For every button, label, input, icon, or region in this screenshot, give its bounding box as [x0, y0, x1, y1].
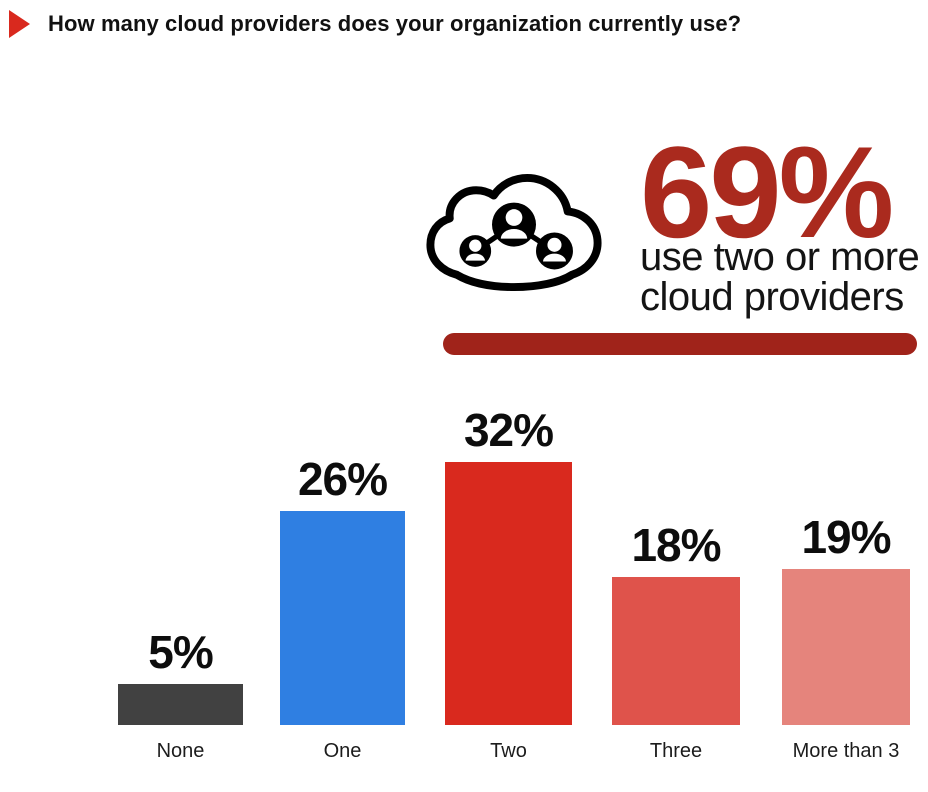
cloud-network-icon: [426, 173, 602, 292]
bar: [612, 577, 740, 725]
bar-category-label: Three: [649, 740, 703, 762]
bar: [280, 511, 405, 725]
stat-value: 69%: [640, 119, 894, 265]
bar-category-label: More than 3: [792, 740, 900, 762]
page-title: How many cloud providers does your organ…: [48, 11, 742, 36]
stat-caption: use two or more cloud providers: [640, 235, 920, 319]
bar-value-label: 5%: [148, 626, 213, 678]
stat-caption-line2: cloud providers: [640, 275, 904, 319]
bar-value-label: 32%: [463, 404, 554, 456]
stat-underline-bar: [443, 333, 917, 355]
bar: [118, 684, 243, 725]
bar-value-label: 26%: [297, 453, 388, 505]
stat-caption-line1: use two or more: [640, 235, 920, 279]
bar-category-label: Two: [490, 740, 527, 762]
bar: [445, 462, 572, 725]
header: How many cloud providers does your organ…: [8, 10, 741, 38]
bar-value-label: 18%: [631, 519, 721, 571]
bar: [782, 569, 910, 725]
bar-category-label: None: [156, 740, 205, 762]
bar-category-label: One: [323, 740, 362, 762]
red-triangle-bullet-icon: [9, 10, 30, 38]
bar-value-label: 19%: [801, 511, 891, 563]
